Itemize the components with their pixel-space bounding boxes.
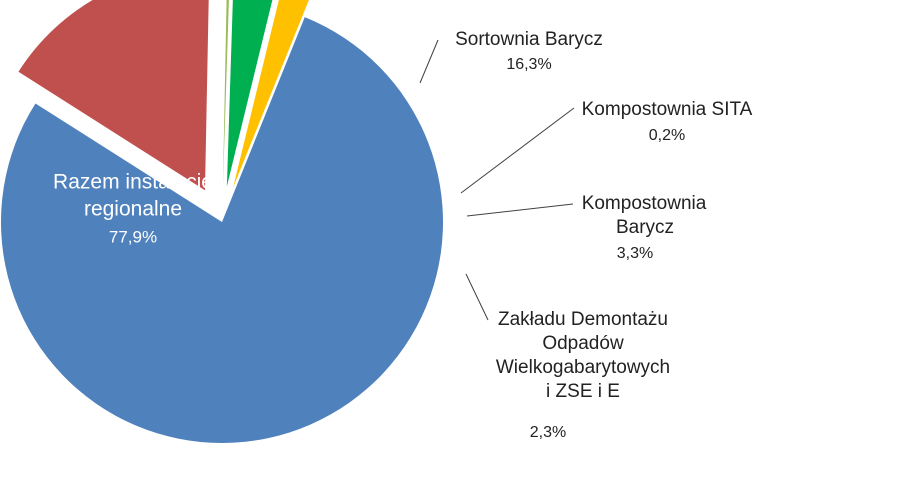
slice-name-line: i ZSE i E [546, 381, 620, 402]
pie-slice-3 [226, 0, 273, 187]
slice-labels: Razem instalacje regionalne 77,9% Sortownia… [53, 29, 753, 441]
pie-slice-1 [18, 0, 209, 191]
slice-name-line: Razem instalacje [53, 171, 213, 194]
pie-slice-2 [222, 0, 229, 187]
slice-label-0: Razem instalacje regionalne 77,9% [53, 171, 213, 247]
slice-value-label: 77,9% [109, 227, 157, 246]
slice-value-label: 0,2% [649, 127, 685, 144]
slice-value-label: 3,3% [617, 245, 653, 262]
leader-line-1 [419, 39, 439, 84]
slice-value-label: 16,3% [506, 56, 551, 73]
slice-name-line: Wielkogabarytowych [496, 357, 670, 378]
slice-label-3: Kompostownia Barycz 3,3% [582, 193, 707, 262]
slice-name-line: Kompostownia [582, 193, 707, 214]
slice-label-4: Zakładu Demontażu Odpadów Wielkogabarytowy… [496, 309, 670, 441]
slice-label-1: Sortownia Barycz 16,3% [455, 29, 603, 73]
pie-slice-4 [233, 0, 309, 188]
slice-name-line: Kompostownia SITA [582, 99, 753, 120]
pie-slice-0 [0, 17, 443, 444]
slice-value-label: 2,3% [530, 424, 566, 441]
leader-line-4 [465, 273, 489, 321]
slice-name-line: regionalne [84, 198, 182, 221]
slice-name-line: Barycz [616, 217, 674, 238]
slice-label-2: Kompostownia SITA 0,2% [582, 99, 753, 144]
leader-line-2 [460, 107, 575, 194]
slice-name-line: Odpadów [542, 333, 624, 354]
leader-lines [419, 39, 575, 321]
slice-name-line: Sortownia Barycz [455, 29, 603, 50]
slice-name-line: Zakładu Demontażu [498, 309, 668, 330]
pie-slices [0, 0, 443, 444]
leader-line-3 [466, 203, 574, 217]
